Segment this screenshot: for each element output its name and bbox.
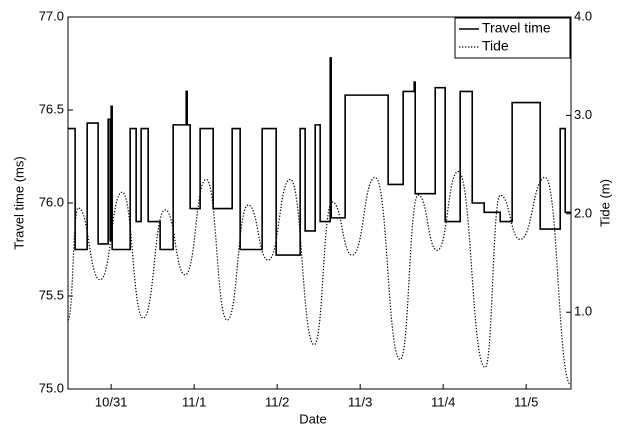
legend-box	[454, 17, 571, 59]
y-tick-label: 75.5	[39, 287, 64, 302]
x-tick-label: 11/1	[182, 394, 206, 409]
y2-tick-label: 3.0	[574, 107, 592, 122]
x-tick-label: 11/3	[348, 394, 372, 409]
tide-line	[67, 170, 572, 386]
x-axis-label: Date	[299, 411, 326, 426]
y-tick-label: 76.0	[39, 194, 64, 209]
x-tick-label: 11/2	[265, 394, 289, 409]
x-tick-label: 11/5	[514, 394, 538, 409]
y2-tick-label: 1.0	[574, 304, 592, 319]
x-tick-label: 11/4	[431, 394, 455, 409]
legend-label: Travel time	[482, 20, 551, 36]
y-tick-label: 77.0	[39, 8, 64, 23]
y-axis-label: Travel time (ms)	[11, 156, 26, 249]
legend-label: Tide	[482, 38, 509, 54]
y2-tick-label: 4.0	[574, 8, 592, 23]
x-tick-label: 10/31	[95, 394, 128, 409]
travel-time-line	[68, 57, 571, 256]
plot-frame	[67, 16, 572, 390]
y2-axis-label: Tide (m)	[597, 179, 612, 227]
y2-tick-label: 2.0	[574, 205, 592, 220]
y-tick-label: 76.5	[39, 101, 64, 116]
y-tick-label: 75.0	[39, 380, 64, 395]
